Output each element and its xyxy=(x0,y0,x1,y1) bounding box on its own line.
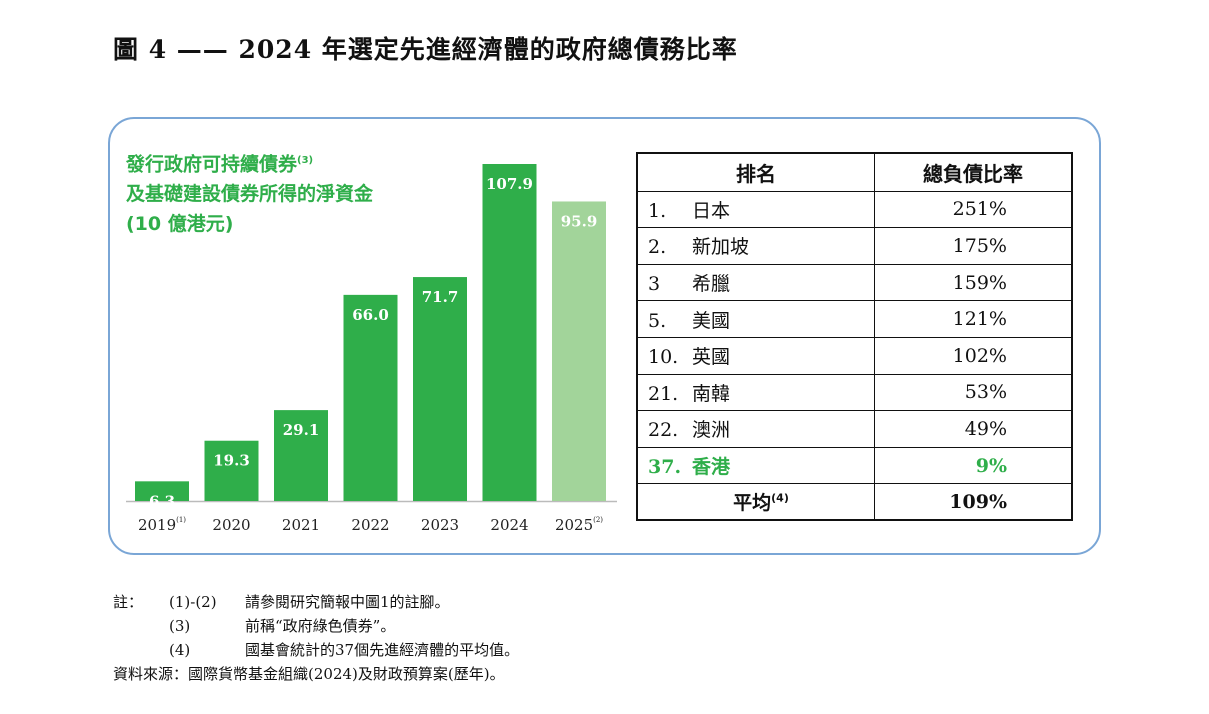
chart-label-line-1: 發行政府可持續債券 xyxy=(126,153,298,176)
bar-2020 xyxy=(204,440,259,501)
tick-label-2019: 2019(1) xyxy=(138,516,186,534)
country-name: 澳洲 xyxy=(692,419,731,442)
data-label-2020: 19.3 xyxy=(213,452,250,470)
notes-label: 註： xyxy=(113,593,144,611)
bar-2021 xyxy=(274,410,328,501)
chart-label-line-2: 及基礎建設債券所得的淨資金 xyxy=(126,183,374,206)
chart-label-line-3: (10 億港元) xyxy=(126,213,234,236)
ratio-value: 251% xyxy=(874,190,1073,229)
table-row: 37. 香港 9% xyxy=(636,446,1073,485)
rank-number: 5. xyxy=(648,309,667,332)
tick-label-2023: 2023 xyxy=(421,516,459,534)
tick-label-2025: 2025(2) xyxy=(555,516,603,534)
country-name: 新加坡 xyxy=(692,236,750,259)
tick-label-2021: 2021 xyxy=(282,516,320,534)
table-row: 1. 日本 251% xyxy=(636,190,1073,229)
country-name: 美國 xyxy=(692,309,731,332)
average-label: 平均 xyxy=(733,492,772,515)
data-label-2024: 107.9 xyxy=(486,175,533,193)
ratio-value: 102% xyxy=(874,336,1073,375)
average-label-cell: 平均(4) xyxy=(636,483,875,521)
ratio-value: 9% xyxy=(874,446,1073,485)
country-cell: 10. 英國 xyxy=(636,336,875,375)
notes-section: 註： (1)-(2) 請參閱研究簡報中圖1的註腳。 (3) 前稱“政府綠色債券”。 (… xyxy=(113,590,519,686)
table-row: 5. 美國 121% xyxy=(636,300,1073,338)
rank-number: 10. xyxy=(648,346,679,369)
country-cell: 1. 日本 xyxy=(636,190,875,229)
country-cell: 5. 美國 xyxy=(636,300,875,338)
note-2: (3) 前稱“政府綠色債券”。 xyxy=(113,614,519,638)
header-rank: 排名 xyxy=(636,152,875,192)
rank-number: 3 xyxy=(648,273,661,296)
ratio-value: 159% xyxy=(874,263,1073,302)
note-tag: (3) xyxy=(169,617,191,635)
bar-2025 xyxy=(552,201,606,502)
data-label-2019: 6.3 xyxy=(149,492,175,510)
data-label-2022: 66.0 xyxy=(352,306,389,324)
header-ratio: 總負債比率 xyxy=(874,152,1073,192)
country-name: 希臘 xyxy=(692,273,731,296)
data-label-2021: 29.1 xyxy=(283,421,320,439)
note-text: 請參閱研究簡報中圖1的註腳。 xyxy=(245,593,450,611)
table-row: 21. 南韓 53% xyxy=(636,373,1073,412)
bar-2022 xyxy=(343,294,398,501)
note-text: 前稱“政府綠色債券”。 xyxy=(245,617,396,635)
data-label-2023: 71.7 xyxy=(422,288,459,306)
tick-label-2022: 2022 xyxy=(351,516,389,534)
country-cell: 37. 香港 xyxy=(636,446,875,485)
note-tag: (4) xyxy=(169,641,191,659)
table-average-row: 平均(4) 109% xyxy=(636,483,1073,521)
debt-ratio-table: 排名 總負債比率 1. 日本 251% 2. 新加坡 175% 3 希臘 159% 5. 美國 121… xyxy=(636,152,1073,522)
table-row: 3 希臘 159% xyxy=(636,263,1073,302)
chart-label-sup: (3) xyxy=(297,155,314,166)
table-row: 10. 英國 102% xyxy=(636,336,1073,375)
note-tag: (1)-(2) xyxy=(169,593,217,611)
source-line: 資料來源：國際貨幣基金組織(2024)及財政預算案(歷年)。 xyxy=(113,665,505,683)
note-text: 國基會統計的37個先進經濟體的平均值。 xyxy=(245,641,520,659)
table-row: 2. 新加坡 175% xyxy=(636,227,1073,265)
country-cell: 21. 南韓 xyxy=(636,373,875,412)
country-name: 南韓 xyxy=(692,382,731,405)
bar-2023 xyxy=(413,277,467,501)
average-value: 109% xyxy=(874,483,1073,521)
table-header-row: 排名 總負債比率 xyxy=(636,152,1073,192)
chart-label: 發行政府可持續債券(3) 及基礎建設債券所得的淨資金 (10 億港元) xyxy=(126,146,373,239)
ratio-value: 49% xyxy=(874,410,1073,448)
ratio-value: 121% xyxy=(874,300,1073,338)
note-3: (4) 國基會統計的37個先進經濟體的平均值。 xyxy=(113,638,519,662)
note-1: 註： (1)-(2) 請參閱研究簡報中圖1的註腳。 xyxy=(113,590,519,614)
tick-sup: (1) xyxy=(176,516,186,524)
figure-title: 圖 4 —— 2024 年選定先進經濟體的政府總債務比率 xyxy=(113,35,738,64)
tick-label-2024: 2024 xyxy=(490,516,528,534)
tick-sup: (2) xyxy=(593,516,603,524)
data-label-2025: 95.9 xyxy=(561,212,598,230)
average-sup: (4) xyxy=(771,492,789,506)
bar-2019 xyxy=(135,481,189,501)
country-name: 英國 xyxy=(692,346,731,369)
rank-number: 2. xyxy=(648,236,667,259)
chart-panel xyxy=(108,117,1101,555)
country-cell: 2. 新加坡 xyxy=(636,227,875,265)
country-name: 日本 xyxy=(692,199,731,222)
rank-number: 37. xyxy=(648,456,682,479)
country-cell: 3 希臘 xyxy=(636,263,875,302)
rank-number: 1. xyxy=(648,199,667,222)
bar-2024 xyxy=(482,164,537,501)
ratio-value: 175% xyxy=(874,227,1073,265)
rank-number: 21. xyxy=(648,382,679,405)
country-cell: 22. 澳洲 xyxy=(636,410,875,448)
table-row: 22. 澳洲 49% xyxy=(636,410,1073,448)
ratio-value: 53% xyxy=(874,373,1073,412)
rank-number: 22. xyxy=(648,419,679,442)
country-name: 香港 xyxy=(692,456,731,479)
tick-label-2020: 2020 xyxy=(212,516,250,534)
